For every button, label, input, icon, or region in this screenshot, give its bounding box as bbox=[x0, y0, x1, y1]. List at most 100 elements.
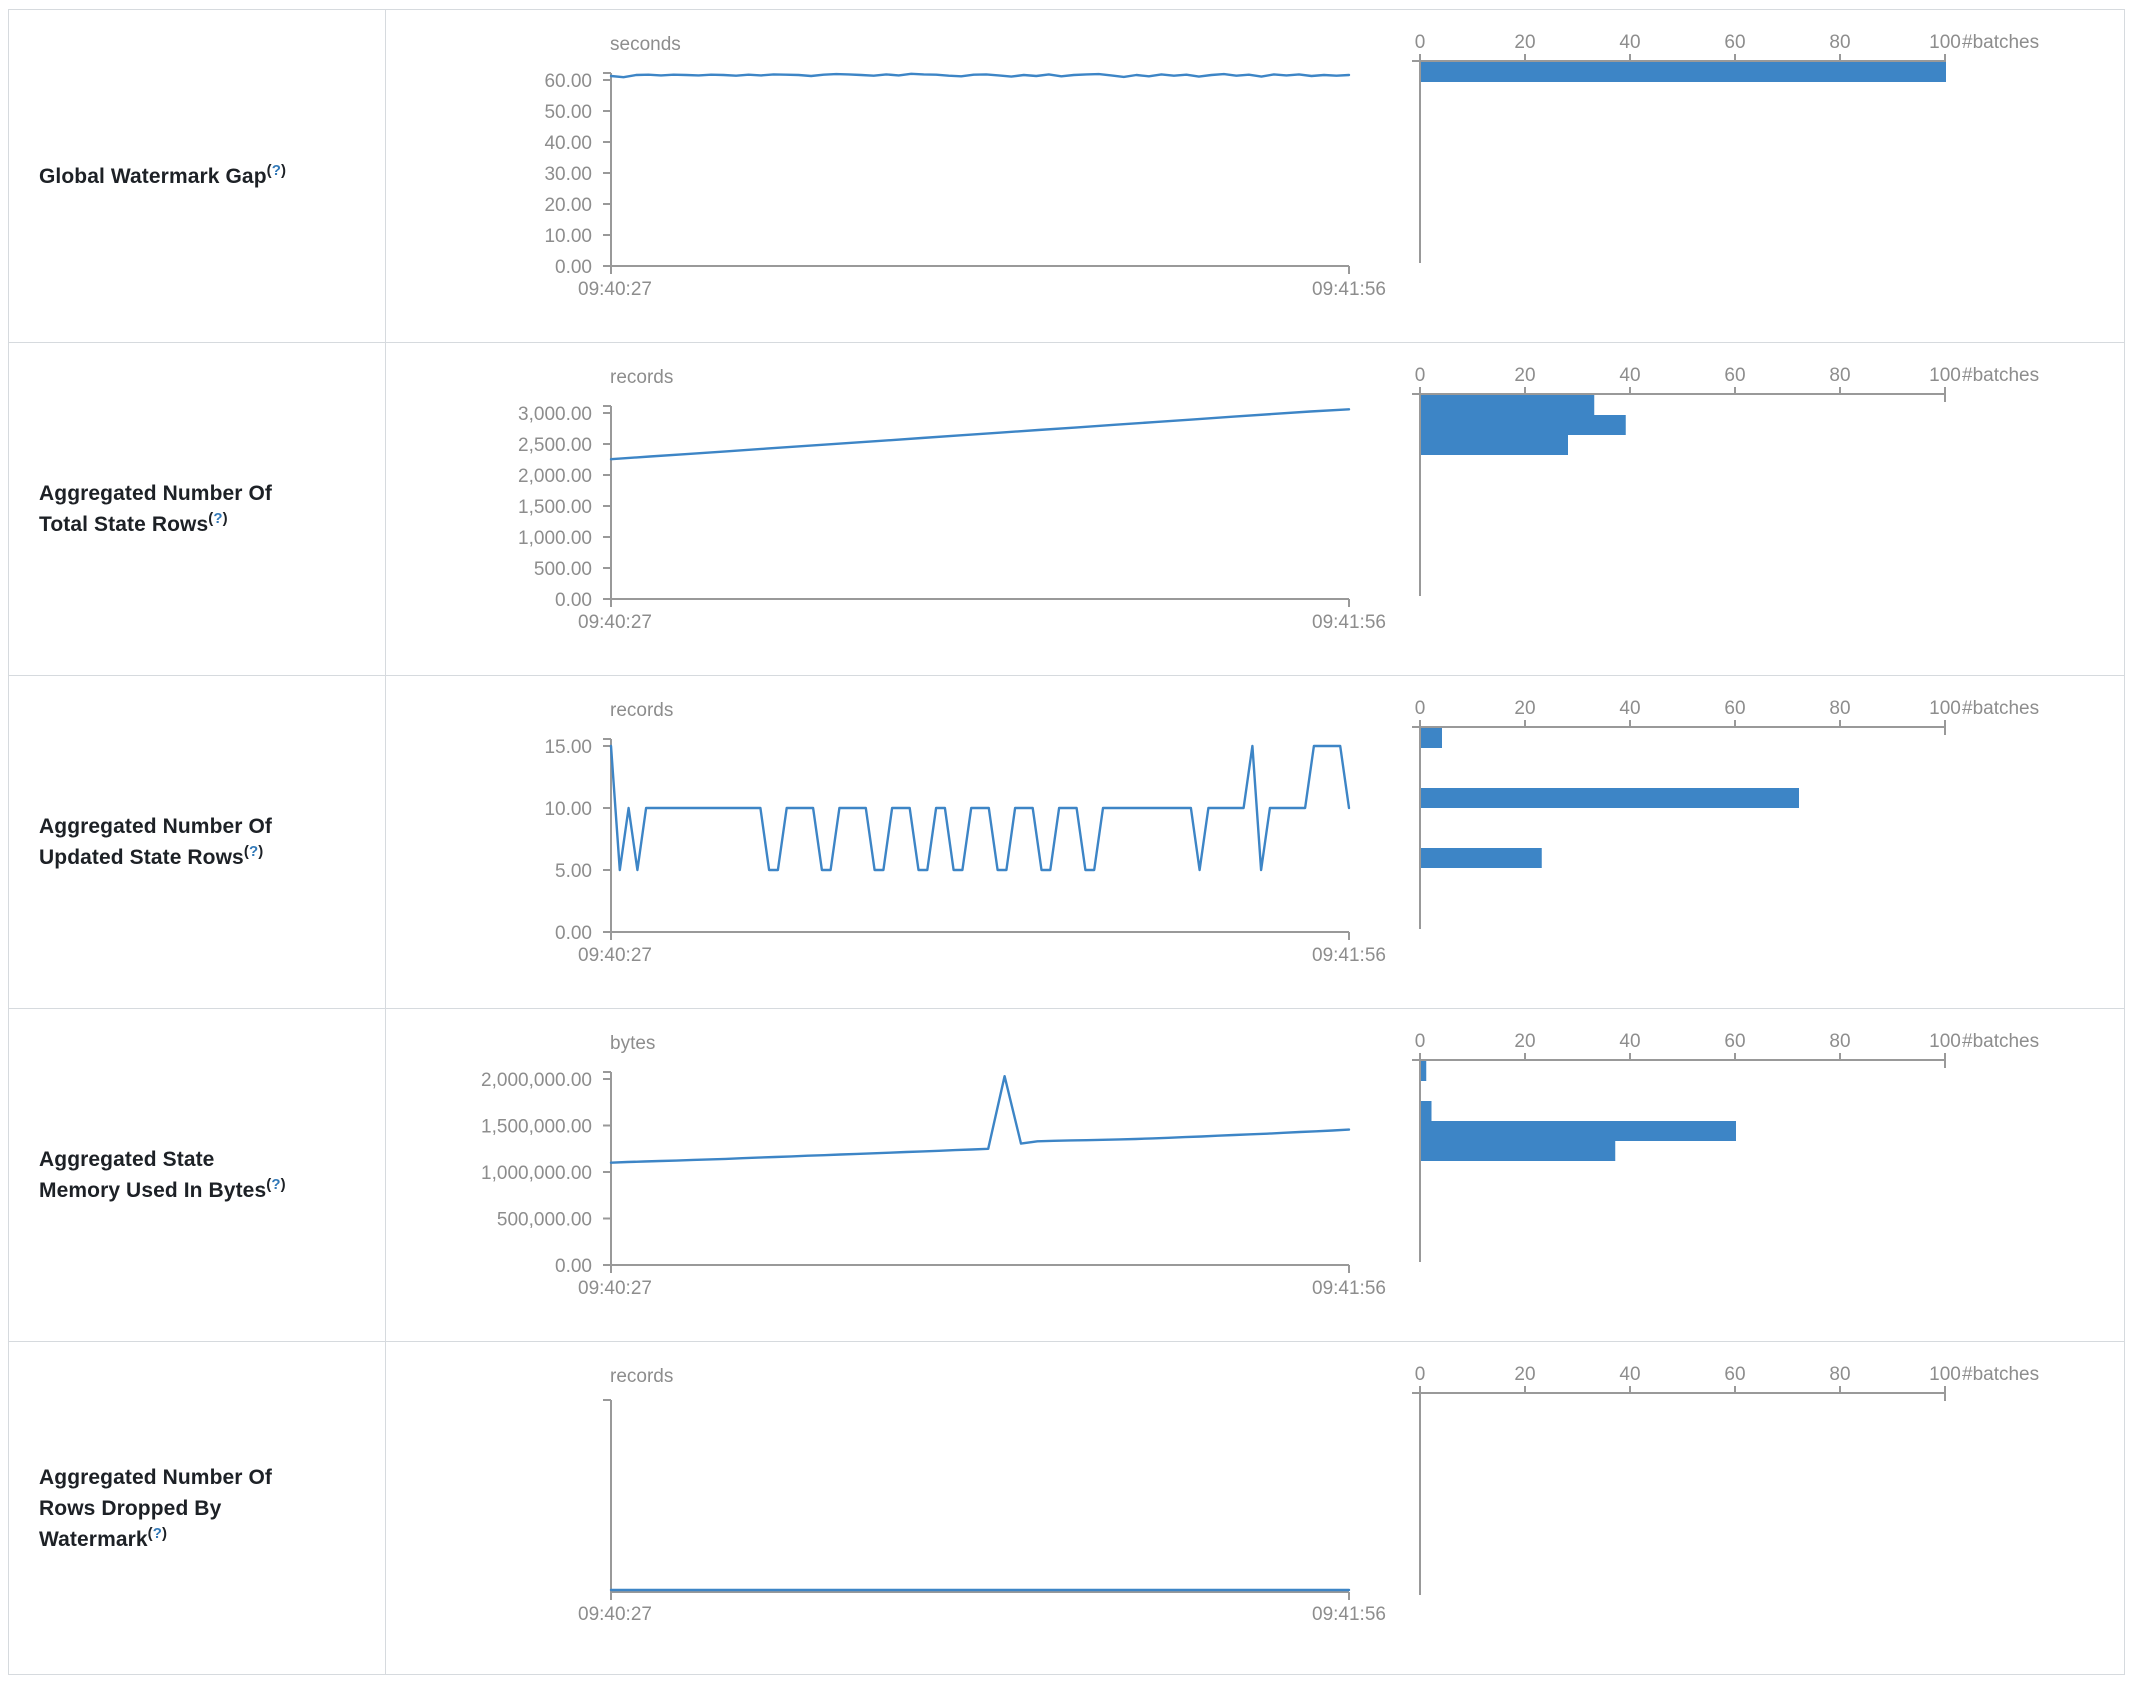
timeline-chart: records 09:40:27 09:41:56 bbox=[578, 1366, 1386, 1625]
metric-row: Aggregated Number Of Total State Rows(?)… bbox=[9, 342, 2124, 675]
svg-text:60: 60 bbox=[1724, 1364, 1745, 1385]
svg-text:0: 0 bbox=[1415, 365, 1426, 386]
svg-text:0.00: 0.00 bbox=[555, 923, 592, 944]
metric-label-cell: Aggregated State Memory Used In Bytes(?) bbox=[9, 1009, 386, 1341]
svg-text:5.00: 5.00 bbox=[555, 861, 592, 882]
metric-label: Aggregated Number Of Rows Dropped By Wat… bbox=[39, 1462, 287, 1555]
svg-text:100: 100 bbox=[1929, 365, 1961, 386]
svg-text:records: records bbox=[610, 700, 673, 721]
histogram-chart: 0 20 40 60 80 100 #batches bbox=[1412, 698, 2039, 929]
svg-text:100: 100 bbox=[1929, 1364, 1961, 1385]
svg-text:100: 100 bbox=[1929, 32, 1961, 53]
svg-text:20: 20 bbox=[1514, 1364, 1535, 1385]
svg-text:60: 60 bbox=[1724, 1031, 1745, 1052]
metric-label: Aggregated Number Of Updated State Rows(… bbox=[39, 811, 287, 873]
histogram-chart: 0 20 40 60 80 100 #batches bbox=[1412, 32, 2039, 263]
timeline-chart: records 3,000.00 2,500.00 2,000.00 1,500.00 1… bbox=[518, 367, 1386, 633]
svg-text:500,000.00: 500,000.00 bbox=[497, 1210, 592, 1231]
histogram-chart: 0 20 40 60 80 100 #batches bbox=[1412, 1031, 2039, 1262]
svg-text:20.00: 20.00 bbox=[544, 195, 592, 216]
metric-label-cell: Aggregated Number Of Total State Rows(?) bbox=[9, 343, 386, 675]
metric-label-cell: Aggregated Number Of Updated State Rows(… bbox=[9, 676, 386, 1008]
svg-text:40: 40 bbox=[1619, 698, 1640, 719]
metric-label-cell: Global Watermark Gap(?) bbox=[9, 10, 386, 342]
watermark-metrics-table: Global Watermark Gap(?) seconds 60.00 50.0… bbox=[8, 9, 2125, 1675]
chart-cell: bytes 2,000,000.00 1,500,000.00 1,000,000.0… bbox=[386, 1009, 2124, 1341]
svg-text:09:41:56: 09:41:56 bbox=[1312, 612, 1386, 633]
help-tooltip[interactable]: (?) bbox=[266, 1176, 285, 1193]
metric-label-text: Aggregated Number Of Rows Dropped By Wat… bbox=[39, 1465, 273, 1551]
svg-text:09:40:27: 09:40:27 bbox=[578, 279, 652, 300]
svg-text:09:41:56: 09:41:56 bbox=[1312, 945, 1386, 966]
metric-row: Aggregated Number Of Updated State Rows(… bbox=[9, 675, 2124, 1008]
question-mark-icon[interactable]: ? bbox=[213, 510, 223, 527]
svg-text:2,000.00: 2,000.00 bbox=[518, 466, 592, 487]
svg-text:80: 80 bbox=[1829, 32, 1850, 53]
help-tooltip[interactable]: (?) bbox=[208, 510, 227, 527]
svg-text:80: 80 bbox=[1829, 1031, 1850, 1052]
svg-text:40.00: 40.00 bbox=[544, 133, 592, 154]
svg-text:50.00: 50.00 bbox=[544, 102, 592, 123]
svg-text:15.00: 15.00 bbox=[544, 737, 592, 758]
help-paren-close: ) bbox=[281, 161, 287, 179]
svg-text:40: 40 bbox=[1619, 32, 1640, 53]
chart-cell: records 09:40:27 09:41:56 0 20 40 60 80 100 #bat… bbox=[386, 1342, 2124, 1674]
svg-text:100: 100 bbox=[1929, 698, 1961, 719]
metric-row: Global Watermark Gap(?) seconds 60.00 50.0… bbox=[9, 10, 2124, 342]
svg-text:20: 20 bbox=[1514, 365, 1535, 386]
svg-text:bytes: bytes bbox=[610, 1033, 655, 1054]
svg-text:#batches: #batches bbox=[1962, 1364, 2039, 1385]
help-tooltip[interactable]: (?) bbox=[267, 162, 286, 179]
metric-row: Aggregated Number Of Rows Dropped By Wat… bbox=[9, 1341, 2124, 1674]
svg-text:#batches: #batches bbox=[1962, 365, 2039, 386]
svg-text:records: records bbox=[610, 367, 673, 388]
svg-text:#batches: #batches bbox=[1962, 698, 2039, 719]
help-paren-open: ( bbox=[147, 1524, 153, 1542]
svg-text:09:41:56: 09:41:56 bbox=[1312, 279, 1386, 300]
svg-text:80: 80 bbox=[1829, 698, 1850, 719]
metric-row: Aggregated State Memory Used In Bytes(?)… bbox=[9, 1008, 2124, 1341]
question-mark-icon[interactable]: ? bbox=[152, 1524, 163, 1542]
metric-label: Global Watermark Gap(?) bbox=[39, 161, 287, 192]
help-paren-open: ( bbox=[208, 510, 214, 527]
svg-text:09:40:27: 09:40:27 bbox=[578, 1604, 652, 1625]
chart-cell: records 15.00 10.00 5.00 0.00 09:40:27 09:41:5… bbox=[386, 676, 2124, 1008]
svg-text:09:40:27: 09:40:27 bbox=[578, 945, 652, 966]
svg-text:10.00: 10.00 bbox=[544, 226, 592, 247]
svg-text:0.00: 0.00 bbox=[555, 1256, 592, 1277]
chart-cell: seconds 60.00 50.00 40.00 30.00 20.00 10.00 0.0… bbox=[386, 10, 2124, 342]
metric-label-text: Aggregated State Memory Used In Bytes bbox=[39, 1148, 267, 1202]
help-paren-close: ) bbox=[162, 1524, 168, 1542]
timeline-chart: bytes 2,000,000.00 1,500,000.00 1,000,000.0… bbox=[481, 1033, 1386, 1299]
metric-label-cell: Aggregated Number Of Rows Dropped By Wat… bbox=[9, 1342, 386, 1674]
metric-label-text: Global Watermark Gap bbox=[39, 164, 267, 188]
svg-text:1,000.00: 1,000.00 bbox=[518, 528, 592, 549]
help-tooltip[interactable]: (?) bbox=[148, 1525, 167, 1542]
svg-text:0: 0 bbox=[1415, 698, 1426, 719]
svg-text:1,500.00: 1,500.00 bbox=[518, 497, 592, 518]
help-paren-open: ( bbox=[266, 1176, 272, 1193]
help-tooltip[interactable]: (?) bbox=[244, 843, 263, 860]
question-mark-icon[interactable]: ? bbox=[271, 1176, 281, 1193]
svg-text:records: records bbox=[610, 1366, 673, 1387]
svg-text:2,000,000.00: 2,000,000.00 bbox=[481, 1070, 592, 1091]
timeline-chart: seconds 60.00 50.00 40.00 30.00 20.00 10.00 0.0… bbox=[544, 34, 1386, 300]
svg-text:1,000,000.00: 1,000,000.00 bbox=[481, 1163, 592, 1184]
question-mark-icon[interactable]: ? bbox=[248, 843, 259, 860]
svg-text:80: 80 bbox=[1829, 365, 1850, 386]
question-mark-icon[interactable]: ? bbox=[271, 161, 281, 179]
svg-text:80: 80 bbox=[1829, 1364, 1850, 1385]
help-paren-open: ( bbox=[243, 843, 249, 860]
svg-text:100: 100 bbox=[1929, 1031, 1961, 1052]
metric-label: Aggregated State Memory Used In Bytes(?) bbox=[39, 1144, 287, 1206]
svg-text:0: 0 bbox=[1415, 32, 1426, 53]
help-paren-close: ) bbox=[280, 1176, 286, 1193]
svg-text:10.00: 10.00 bbox=[544, 799, 592, 820]
svg-text:60: 60 bbox=[1724, 365, 1745, 386]
svg-text:60: 60 bbox=[1724, 32, 1745, 53]
svg-text:09:41:56: 09:41:56 bbox=[1312, 1278, 1386, 1299]
svg-text:0: 0 bbox=[1415, 1031, 1426, 1052]
svg-text:09:41:56: 09:41:56 bbox=[1312, 1604, 1386, 1625]
